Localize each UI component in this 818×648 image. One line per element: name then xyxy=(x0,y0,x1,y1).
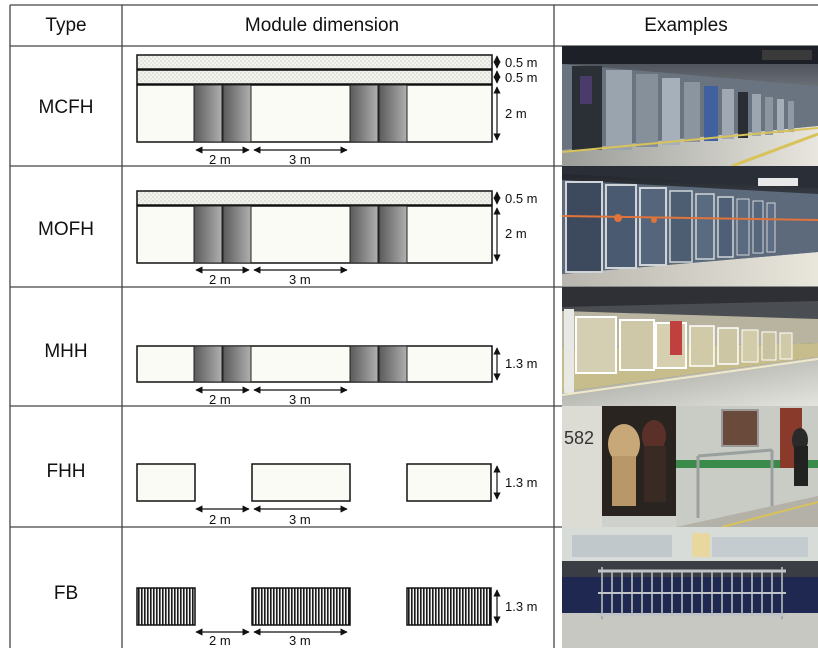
type-label-mcfh: MCFH xyxy=(38,97,94,118)
mofh-panel-width-label: 3 m xyxy=(289,272,311,287)
mofh-panel-height-label: 2 m xyxy=(505,226,527,241)
header-examples: Examples xyxy=(644,15,728,36)
type-label-fhh: FHH xyxy=(46,461,86,482)
mofh-example-photo xyxy=(562,166,818,286)
mhh-diagram: 1.3 m 2 m 3 m xyxy=(136,345,538,407)
mcfh-diagram: 0.5 m 0.5 m 2 m 2 m 3 m xyxy=(136,54,538,167)
mcfh-top-height-label: 0.5 m xyxy=(505,55,538,70)
mhh-door-width-label: 2 m xyxy=(209,392,231,407)
mcfh-mid-height-label: 0.5 m xyxy=(505,70,538,85)
fb-gap-width-label: 2 m xyxy=(209,633,231,648)
fb-height-label: 1.3 m xyxy=(505,599,538,614)
fb-example-photo xyxy=(562,527,818,648)
type-label-mofh: MOFH xyxy=(38,219,94,240)
mofh-top-height-label: 0.5 m xyxy=(505,191,538,206)
mcfh-panel-height-label: 2 m xyxy=(505,106,527,121)
mhh-panel-width-label: 3 m xyxy=(289,392,311,407)
svg-text:582: 582 xyxy=(564,428,594,448)
header-module-dimension: Module dimension xyxy=(244,15,400,36)
fhh-gap-width-label: 2 m xyxy=(209,512,231,527)
type-label-mhh: MHH xyxy=(44,341,88,362)
fhh-example-photo: 582 xyxy=(562,406,818,527)
fhh-height-label: 1.3 m xyxy=(505,475,538,490)
fhh-diagram: 1.3 m 2 m 3 m xyxy=(136,463,538,527)
mhh-example-photo xyxy=(562,287,818,406)
mcfh-panel-width-label: 3 m xyxy=(289,152,311,167)
fb-diagram: 1.3 m 2 m 3 m xyxy=(136,587,538,648)
mcfh-door-width-label: 2 m xyxy=(209,152,231,167)
type-label-fb: FB xyxy=(53,583,79,604)
mhh-height-label: 1.3 m xyxy=(505,356,538,371)
mofh-diagram: 0.5 m 2 m 2 m 3 m xyxy=(136,190,538,287)
mofh-door-width-label: 2 m xyxy=(209,272,231,287)
fb-panel-width-label: 3 m xyxy=(289,633,311,648)
fhh-panel-width-label: 3 m xyxy=(289,512,311,527)
header-type: Type xyxy=(45,15,87,36)
mcfh-example-photo xyxy=(562,46,818,166)
